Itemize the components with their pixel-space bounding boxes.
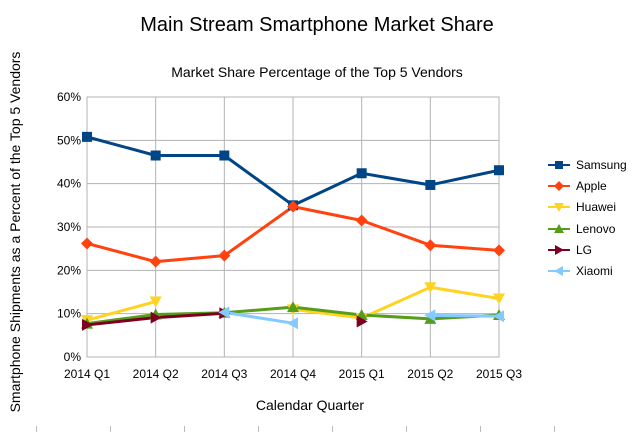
marker-diamond — [554, 180, 564, 191]
legend-swatch-icon — [548, 223, 570, 233]
legend-item-huawei: Huawei — [548, 197, 627, 218]
legend-label: Lenovo — [576, 221, 616, 236]
bottom-tick-marks — [0, 426, 634, 432]
series-line-huawei — [86, 300, 157, 322]
data-point-samsung — [150, 150, 161, 161]
data-point-samsung — [82, 131, 92, 142]
bottom-tick — [332, 426, 333, 432]
bottom-tick — [480, 426, 481, 432]
legend-swatch-icon — [548, 160, 570, 169]
x-tick-label: 2014 Q1 — [64, 367, 110, 381]
legend-item-samsung: Samsung — [548, 154, 627, 175]
legend-swatch-icon — [548, 266, 570, 277]
chart-title: Main Stream Smartphone Market Share — [140, 14, 494, 36]
series-line-xiaomi — [224, 310, 294, 325]
legend: Samsung Apple Huawei Lenovo LG Xiaomi — [548, 154, 627, 282]
legend-label: Xiaomi — [576, 264, 613, 279]
y-tick-label: 40% — [57, 177, 81, 191]
series-line-huawei — [292, 285, 500, 320]
legend-label: Apple — [576, 178, 607, 193]
data-point-samsung — [425, 179, 436, 190]
y-tick-label: 0% — [64, 350, 82, 364]
data-point-apple — [493, 244, 505, 257]
bottom-tick — [406, 426, 407, 432]
bottom-tick — [554, 426, 555, 432]
x-tick-label: 2014 Q3 — [201, 367, 247, 381]
y-tick-label: 60% — [57, 90, 81, 104]
legend-label: LG — [576, 242, 593, 257]
data-point-xiaomi — [424, 309, 436, 322]
data-point-lenovo — [287, 301, 299, 313]
legend-item-xiaomi: Xiaomi — [548, 260, 627, 281]
data-point-apple — [287, 200, 299, 213]
data-point-lg — [82, 318, 93, 331]
data-point-apple — [149, 255, 162, 268]
data-point-lg — [150, 311, 162, 324]
y-tick-label: 50% — [57, 133, 81, 147]
data-point-xiaomi — [287, 317, 298, 330]
data-point-xiaomi — [493, 310, 504, 323]
y-tick-label: 30% — [57, 220, 81, 234]
chart-subtitle: Market Share Percentage of the Top 5 Ven… — [171, 64, 463, 80]
data-point-samsung — [494, 165, 504, 176]
x-tick-label: 2015 Q1 — [339, 367, 385, 381]
legend-swatch-icon — [548, 180, 570, 191]
data-point-apple — [218, 249, 231, 262]
data-point-apple — [81, 237, 93, 250]
bottom-tick — [258, 426, 259, 432]
data-point-xiaomi — [218, 306, 230, 319]
x-tick-label: 2014 Q2 — [133, 367, 179, 381]
marker-triangle-up — [554, 223, 564, 233]
legend-label: Samsung — [576, 157, 627, 172]
data-point-samsung — [356, 168, 367, 179]
data-point-samsung — [219, 150, 230, 161]
legend-swatch-icon — [548, 203, 570, 213]
marker-triangle-right — [555, 244, 564, 255]
data-point-apple — [424, 239, 437, 252]
x-tick-label: 2015 Q3 — [476, 367, 522, 381]
data-point-lg — [356, 315, 368, 328]
marker-square — [555, 160, 563, 169]
x-axis-label: Calendar Quarter — [255, 397, 365, 413]
data-point-huawei — [424, 282, 437, 294]
x-tick-label: 2014 Q4 — [270, 367, 316, 381]
legend-item-lg: LG — [548, 239, 627, 260]
y-tick-label: 10% — [57, 307, 81, 321]
bottom-tick — [36, 426, 37, 432]
data-point-apple — [355, 214, 368, 227]
y-tick-label: 20% — [57, 263, 81, 277]
data-point-huawei — [493, 293, 505, 305]
marker-triangle-left — [554, 266, 563, 277]
legend-item-apple: Apple — [548, 175, 627, 196]
legend-item-lenovo: Lenovo — [548, 218, 627, 239]
data-point-huawei — [149, 296, 162, 308]
plot-area — [86, 96, 500, 358]
marker-triangle-down — [554, 203, 564, 213]
bottom-tick — [184, 426, 185, 432]
legend-swatch-icon — [548, 244, 570, 255]
legend-label: Huawei — [576, 200, 617, 215]
x-tick-label: 2015 Q2 — [407, 367, 453, 381]
series-line-xiaomi — [430, 313, 500, 318]
bottom-tick — [110, 426, 111, 432]
